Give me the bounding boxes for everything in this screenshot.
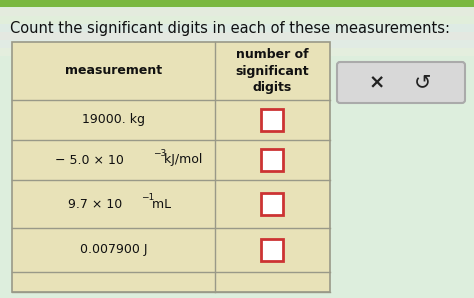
Bar	[0, 24, 474, 32]
Bar	[0, 48, 474, 56]
Bar	[0, 32, 474, 40]
Text: 19000. kg: 19000. kg	[82, 114, 145, 126]
Bar	[0, 16, 474, 24]
Text: −1: −1	[141, 193, 154, 201]
Bar	[262, 109, 283, 131]
Text: measurement: measurement	[65, 64, 162, 77]
Text: kJ/mol: kJ/mol	[160, 153, 202, 167]
Bar	[0, 8, 474, 16]
Text: mL: mL	[148, 198, 171, 210]
FancyBboxPatch shape	[337, 62, 465, 103]
Text: − 5.0 × 10: − 5.0 × 10	[55, 153, 124, 167]
Text: ×: ×	[368, 73, 385, 92]
Bar	[262, 149, 283, 171]
Bar	[0, 0, 474, 7]
Text: −3: −3	[153, 148, 166, 158]
Bar	[0, 40, 474, 48]
Text: Count the significant digits in each of these measurements:: Count the significant digits in each of …	[10, 21, 450, 35]
Text: ↺: ↺	[414, 72, 432, 92]
Bar	[262, 193, 283, 215]
Text: number of
significant
digits: number of significant digits	[236, 49, 310, 94]
Bar	[262, 239, 283, 261]
Text: 0.007900 J: 0.007900 J	[80, 243, 147, 257]
Bar	[12, 42, 330, 292]
Text: 9.7 × 10: 9.7 × 10	[68, 198, 122, 210]
